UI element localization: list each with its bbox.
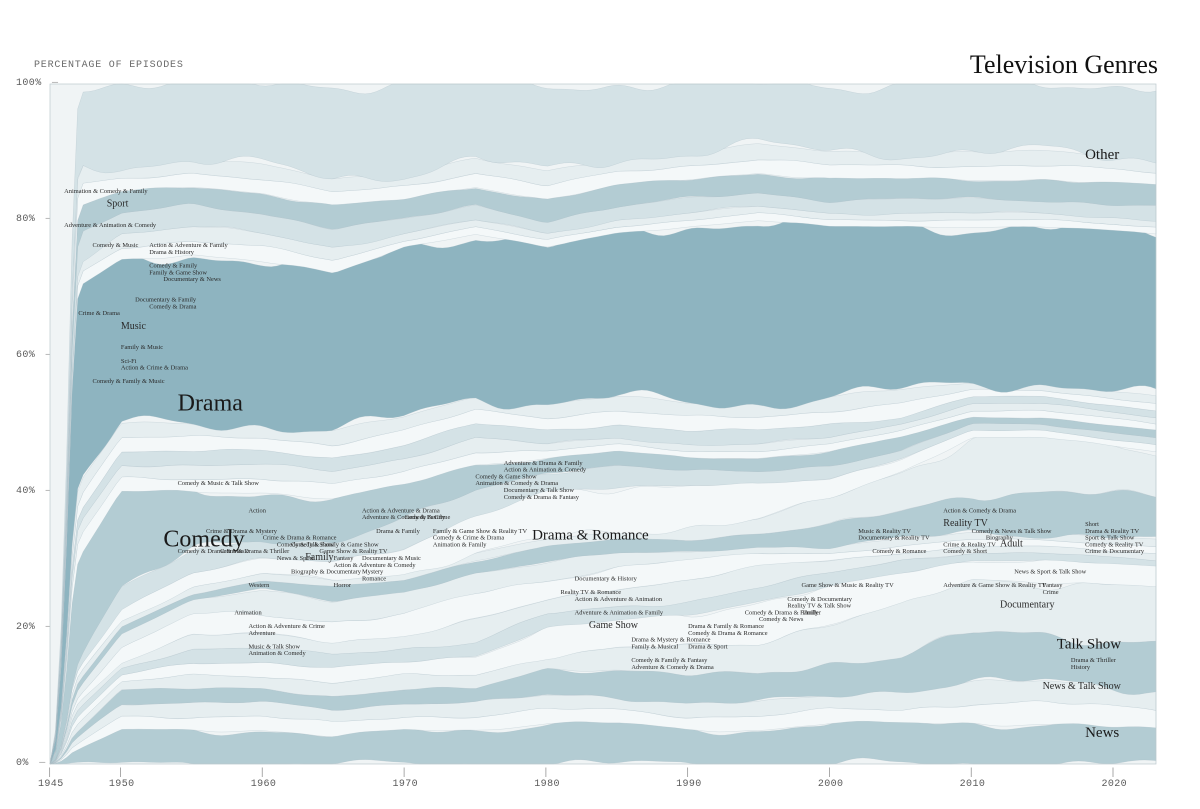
- tiny-label: Biography & Documentary: [291, 569, 362, 576]
- tiny-label: Documentary & News: [163, 276, 221, 283]
- band-label-sport: Sport: [107, 198, 129, 209]
- band-label-animation: Animation: [234, 609, 262, 616]
- tiny-label: Animation & Comedy & Family: [64, 188, 148, 195]
- band-label-documentary: Documentary: [1000, 600, 1054, 611]
- tiny-label: Crime: [1043, 589, 1059, 596]
- tiny-label: Drama & Family: [376, 528, 420, 535]
- tiny-label: Reality TV & Romance: [560, 589, 621, 596]
- band-label-cmts: Comedy & Music & Talk Show: [178, 480, 260, 487]
- tiny-label: News & Sport & Talk Show: [1014, 569, 1086, 576]
- band-label-music: Music: [121, 321, 147, 332]
- tiny-label: Adventure & Animation & Comedy: [64, 222, 157, 229]
- tiny-label: Comedy & Family & Music: [93, 378, 165, 385]
- tiny-label: History: [1071, 664, 1091, 671]
- band-label-talkshow: Talk Show: [1057, 636, 1122, 652]
- tiny-label: Documentary & Reality TV: [858, 535, 930, 542]
- tiny-label: Action & Comedy & Drama: [943, 507, 1016, 514]
- tiny-label: Drama & Family & Romance: [688, 623, 764, 630]
- band-label-gameshow: Game Show: [589, 620, 639, 631]
- tiny-label: Horror: [334, 582, 352, 589]
- tiny-label: Comedy & News: [759, 616, 804, 623]
- tiny-label: Action & Crime & Drama: [121, 365, 188, 372]
- tiny-label: Comedy & Music: [93, 242, 139, 249]
- tiny-label: Documentary & Music: [362, 555, 421, 562]
- tiny-label: Western: [249, 582, 271, 589]
- tiny-label: Documentary & Family: [135, 297, 197, 304]
- band-label-drama: Drama: [178, 390, 244, 416]
- tiny-label: Action: [249, 507, 267, 514]
- band-label-comedydrama: Comedy & Drama: [149, 303, 196, 310]
- tiny-label: Game Show & Music & Reality TV: [802, 582, 895, 589]
- tiny-label: Adventure: [249, 630, 276, 637]
- band-label-dramarom: Drama & Romance: [532, 528, 649, 544]
- band-label-other: Other: [1085, 147, 1119, 163]
- band-label-newstalk: News & Talk Show: [1043, 681, 1122, 692]
- tiny-label: Comedy & Romance: [872, 548, 926, 555]
- tiny-label: Family & Music: [121, 344, 163, 351]
- tiny-label: Drama & Sport: [688, 643, 728, 650]
- tiny-label: Family & Musical: [631, 643, 678, 650]
- tiny-label: Action & Animation & Comedy: [504, 467, 587, 474]
- tiny-label: Comedy & Crime: [404, 514, 450, 521]
- tiny-label: Comedy & Short: [943, 548, 987, 555]
- tiny-label: Adventure & Game Show & Reality TV: [943, 582, 1047, 589]
- band-label-news: News: [1085, 725, 1119, 741]
- streamgraph-chart: DramaComedyDrama & RomanceReality TVAdul…: [0, 0, 1200, 809]
- tiny-label: News & Sport: [277, 555, 314, 562]
- tiny-label: Comedy & Drama & Fantasy: [504, 494, 580, 501]
- tiny-label: Drama & History: [149, 249, 195, 256]
- tiny-label: Crime & Documentary: [1085, 548, 1145, 555]
- tiny-label: Biography: [986, 535, 1014, 542]
- tiny-label: Crime & Drama: [78, 310, 120, 317]
- tiny-label: Animation & Comedy: [249, 650, 307, 657]
- tiny-label: Adventure & Animation & Family: [575, 609, 664, 616]
- tiny-label: Thriller: [802, 609, 822, 616]
- tiny-label: Animation & Family: [433, 541, 487, 548]
- tiny-label: Adventure & Comedy & Drama: [631, 664, 714, 671]
- tiny-label: Documentary & History: [575, 575, 638, 582]
- tiny-label: Romance: [362, 575, 386, 582]
- band-label-aaa: Action & Adventure & Animation: [575, 596, 663, 603]
